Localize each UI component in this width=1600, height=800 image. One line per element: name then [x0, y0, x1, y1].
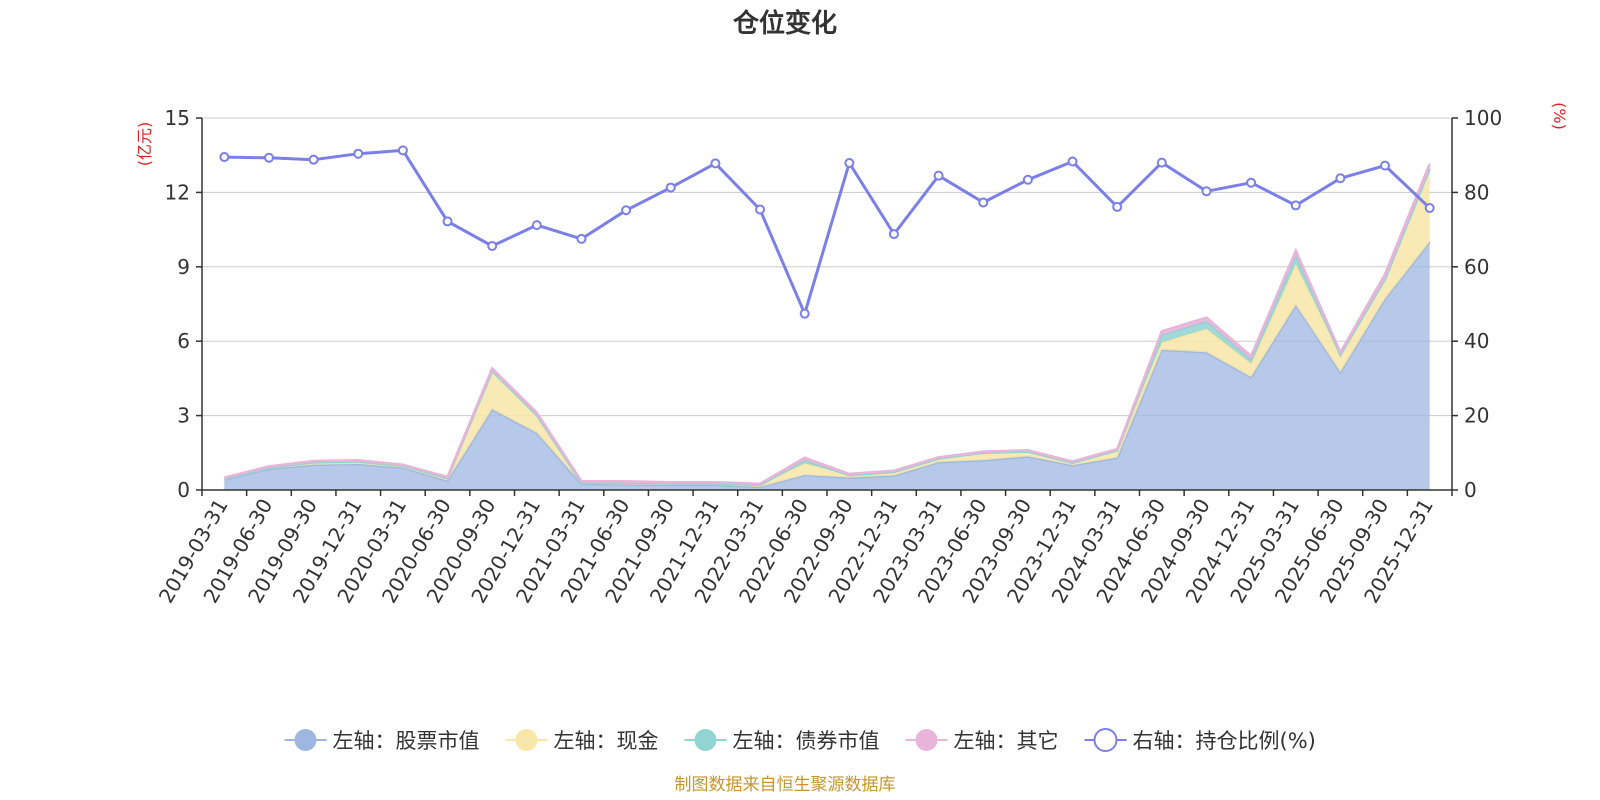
left-tick-label: 9: [177, 255, 190, 279]
legend-marker-icon: [515, 729, 538, 751]
legend-label: 左轴：债券市值: [733, 729, 880, 753]
ratio-point: [442, 216, 453, 227]
legend-item-2[interactable]: 左轴：现金: [505, 729, 659, 753]
legend-item-4[interactable]: 左轴：其它: [905, 729, 1059, 753]
ratio-point: [665, 182, 676, 193]
ratio-point: [1022, 174, 1033, 185]
legend-label: 右轴：持仓比例(%): [1133, 729, 1316, 753]
ratio-point: [487, 240, 498, 251]
legend-item-1[interactable]: 左轴：股票市值: [284, 729, 480, 753]
chart-title: 仓位变化: [732, 8, 837, 39]
legend-marker-icon: [294, 729, 317, 751]
ratio-point: [1380, 160, 1391, 171]
ratio-point: [755, 204, 766, 215]
right-tick-label: 80: [1464, 180, 1489, 204]
ratio-point: [933, 170, 944, 181]
legend-item-5[interactable]: 右轴：持仓比例(%): [1084, 728, 1316, 753]
ratio-point: [531, 220, 542, 231]
axes: [196, 117, 1458, 496]
left-tick-label: 3: [177, 404, 190, 428]
area-series-4-edge: [223, 163, 1431, 486]
legend-label: 左轴：现金: [554, 729, 659, 753]
ratio-point: [1201, 186, 1212, 197]
legend-marker-icon: [1093, 728, 1118, 752]
ratio-point: [844, 158, 855, 169]
ratio-point: [1112, 201, 1123, 212]
legend-label: 左轴：其它: [954, 729, 1059, 753]
ratio-point: [621, 205, 632, 216]
right-tick-label: 100: [1464, 106, 1502, 130]
legend: 左轴：股票市值 左轴：现金 左轴：债券市值 左轴：其它 右轴：持仓比例(%): [284, 728, 1316, 753]
ratio-point: [1424, 203, 1435, 214]
ratio-point: [888, 229, 899, 240]
right-tick-label: 0: [1464, 478, 1477, 502]
ratio-point: [263, 152, 274, 163]
ratio-point: [576, 233, 587, 244]
ratio-line: [224, 148, 1431, 316]
right-tick-label: 60: [1464, 255, 1489, 279]
area-series-4: [224, 163, 1430, 485]
legend-marker-icon: [694, 729, 717, 751]
ratio-point: [1156, 157, 1167, 168]
stacked-areas: [223, 163, 1431, 490]
ratio-point: [1067, 156, 1078, 167]
ratio-point: [353, 148, 364, 159]
ratio-point: [219, 152, 230, 163]
ratio-point: [1290, 200, 1301, 211]
right-tick-label: 40: [1464, 329, 1489, 353]
legend-marker-icon: [915, 729, 938, 751]
ratio-point: [308, 154, 319, 165]
ratio-point: [1335, 173, 1346, 184]
left-axis-unit: (亿元): [135, 122, 154, 167]
area-series-2: [224, 168, 1430, 488]
right-axis-unit: (%): [1550, 102, 1569, 130]
ratio-point: [710, 158, 721, 169]
left-tick-label: 6: [177, 329, 190, 353]
ratio-point: [1246, 177, 1257, 188]
legend-item-3[interactable]: 左轴：债券市值: [684, 729, 880, 753]
data-source-note: 制图数据来自恒生聚源数据库: [675, 775, 896, 795]
left-tick-label: 12: [165, 180, 190, 204]
legend-label: 左轴：股票市值: [333, 729, 480, 753]
ratio-line-layer: [219, 145, 1435, 319]
right-tick-label: 20: [1464, 404, 1489, 428]
ratio-point: [978, 197, 989, 208]
left-tick-label: 0: [177, 478, 190, 502]
ratio-point: [397, 145, 408, 156]
left-tick-label: 15: [165, 106, 190, 130]
ratio-point: [799, 308, 810, 319]
